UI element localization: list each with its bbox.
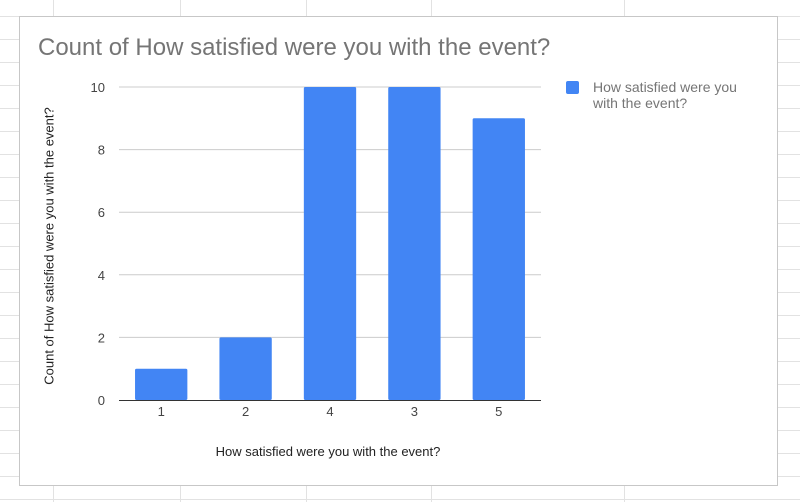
- bar-2[interactable]: [219, 337, 272, 400]
- legend-swatch: [566, 81, 579, 94]
- x-tick-labels: 1 2 4 3 5: [158, 404, 503, 419]
- legend-label: How satisfied were you with the event?: [593, 79, 737, 111]
- y-tick-label: 6: [98, 205, 105, 220]
- x-tick-label: 1: [158, 404, 165, 419]
- y-tick-label: 0: [98, 393, 105, 408]
- bar-4[interactable]: [303, 87, 357, 400]
- x-tick-label: 3: [411, 404, 418, 419]
- chart-title: Count of How satisfied were you with the…: [38, 34, 551, 61]
- x-tick-label: 5: [495, 404, 502, 419]
- x-tick-label: 2: [242, 404, 249, 419]
- y-tick-label: 2: [98, 330, 105, 345]
- legend[interactable]: How satisfied were you with the event?: [566, 79, 766, 111]
- y-tick-label: 8: [98, 143, 105, 158]
- x-tick-label: 4: [326, 404, 333, 419]
- y-tick-label: 10: [91, 80, 105, 95]
- bar-1[interactable]: [135, 368, 188, 400]
- y-tick-label: 4: [98, 268, 105, 283]
- bar-5[interactable]: [472, 118, 525, 401]
- bars: [135, 87, 525, 401]
- x-axis-label: How satisfied were you with the event?: [215, 444, 441, 459]
- y-axis-label: Count of How satisfied were you with the…: [41, 107, 57, 385]
- y-tick-labels: 0 2 4 6 8 10: [91, 80, 105, 408]
- bar-3[interactable]: [388, 87, 441, 400]
